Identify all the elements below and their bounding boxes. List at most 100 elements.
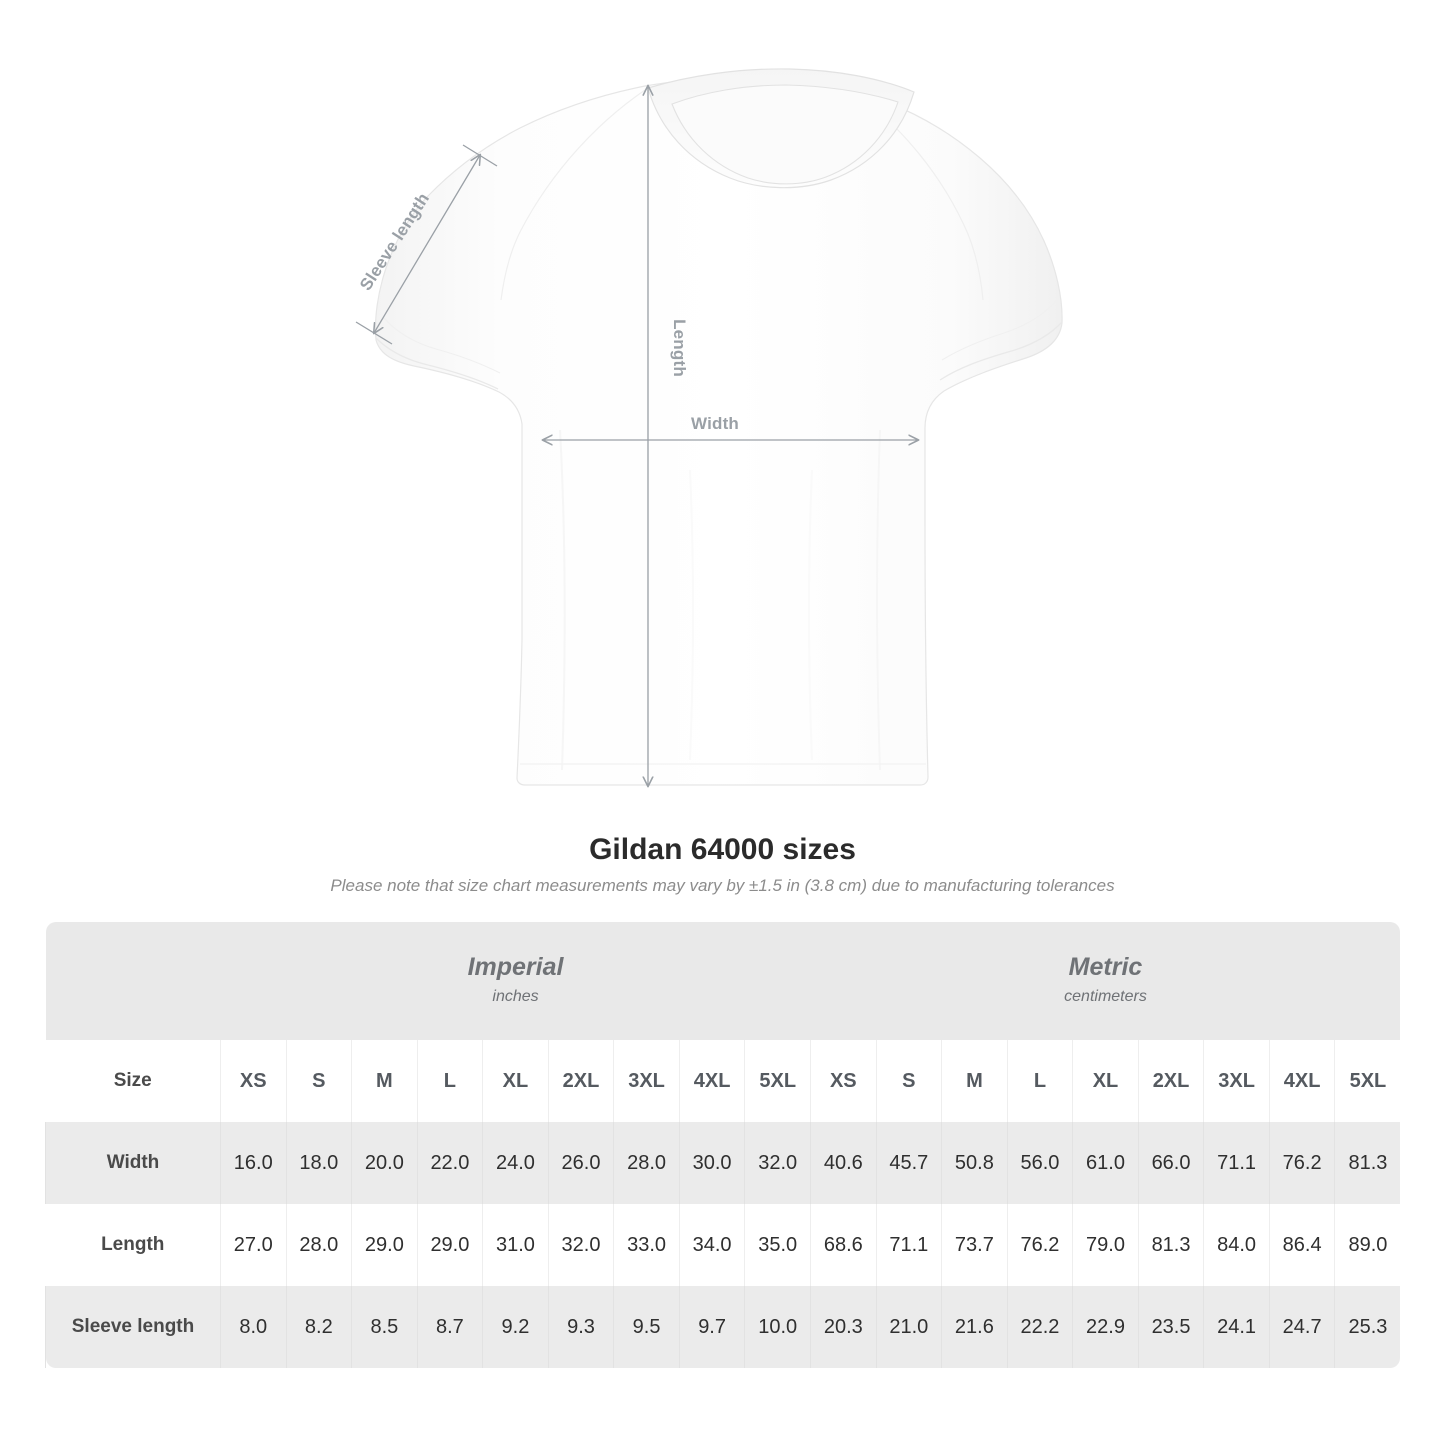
column-header: S xyxy=(285,1040,352,1122)
table-cell: 9.7 xyxy=(678,1286,745,1368)
table-cell: 27.0 xyxy=(220,1204,287,1286)
table-cell: 20.3 xyxy=(810,1286,877,1368)
column-header: 2XL xyxy=(547,1040,614,1122)
table-cell: 9.3 xyxy=(547,1286,614,1368)
tshirt-diagram: Sleeve length Length Width xyxy=(355,68,1063,830)
unit-band-spacer xyxy=(45,922,221,1040)
table-cell: 76.2 xyxy=(1268,1122,1335,1204)
tolerance-note: Please note that size chart measurements… xyxy=(330,876,1115,895)
table-cell: 76.2 xyxy=(1006,1204,1073,1286)
table-cell: 25.3 xyxy=(1334,1286,1401,1368)
table-cell: 79.0 xyxy=(1072,1204,1139,1286)
table-cell: 9.2 xyxy=(482,1286,549,1368)
column-header: M xyxy=(941,1040,1008,1122)
table-cell: 33.0 xyxy=(613,1204,680,1286)
column-header: XS xyxy=(810,1040,877,1122)
table-cell: 16.0 xyxy=(220,1122,287,1204)
table-cell: 73.7 xyxy=(941,1204,1008,1286)
dimension-arrows xyxy=(355,86,918,786)
table-cell: 34.0 xyxy=(678,1204,745,1286)
table-cell: 50.8 xyxy=(941,1122,1008,1204)
column-header: XL xyxy=(1072,1040,1139,1122)
column-header: 5XL xyxy=(1334,1040,1401,1122)
table-cell: 68.6 xyxy=(810,1204,877,1286)
column-header: 2XL xyxy=(1137,1040,1204,1122)
table-cell: 81.3 xyxy=(1334,1122,1401,1204)
unit-group-metric: Metric centimeters xyxy=(810,922,1401,1040)
column-header: S xyxy=(875,1040,942,1122)
table-cell: 66.0 xyxy=(1137,1122,1204,1204)
table-cell: 26.0 xyxy=(547,1122,614,1204)
column-header: XL xyxy=(482,1040,549,1122)
table-cell: 71.1 xyxy=(1203,1122,1270,1204)
column-header: M xyxy=(351,1040,418,1122)
table-cell: 22.2 xyxy=(1006,1286,1073,1368)
table-row: Width 16.0 18.0 20.0 22.0 24.0 26.0 28.0… xyxy=(45,1122,1401,1204)
garment-shape xyxy=(374,68,1063,786)
header-size-label: Size xyxy=(45,1040,221,1122)
table-cell: 32.0 xyxy=(547,1204,614,1286)
table-cell: 31.0 xyxy=(482,1204,549,1286)
table-cell: 89.0 xyxy=(1334,1204,1401,1286)
table-cell: 8.7 xyxy=(416,1286,483,1368)
tshirt-illustration xyxy=(355,68,1063,830)
sleeve-tick-top xyxy=(462,144,498,167)
sleeve-arrow xyxy=(374,155,480,333)
table-cell: 24.0 xyxy=(482,1122,549,1204)
table-cell: 24.7 xyxy=(1268,1286,1335,1368)
table-cell: 28.0 xyxy=(613,1122,680,1204)
table-cell: 24.1 xyxy=(1203,1286,1270,1368)
table-cell: 71.1 xyxy=(875,1204,942,1286)
sleeve-tick-bottom xyxy=(355,321,393,345)
column-header: 3XL xyxy=(1203,1040,1270,1122)
table-cell: 28.0 xyxy=(285,1204,352,1286)
column-header: L xyxy=(416,1040,483,1122)
table-cell: 10.0 xyxy=(744,1286,811,1368)
unit-group-imperial-sub: inches xyxy=(492,988,539,1005)
column-header: 3XL xyxy=(613,1040,680,1122)
table-row: Length 27.0 28.0 29.0 29.0 31.0 32.0 33.… xyxy=(45,1204,1401,1286)
row-header-width: Width xyxy=(45,1122,221,1204)
table-cell: 22.9 xyxy=(1072,1286,1139,1368)
table-cell: 86.4 xyxy=(1268,1204,1335,1286)
table-cell: 20.0 xyxy=(351,1122,418,1204)
row-header-length: Length xyxy=(45,1204,221,1286)
table-cell: 21.6 xyxy=(941,1286,1008,1368)
unit-group-metric-sub: centimeters xyxy=(1064,988,1147,1005)
table-cell: 35.0 xyxy=(744,1204,811,1286)
table-cell: 32.0 xyxy=(744,1122,811,1204)
table-header-row: Size XS S M L XL 2XL 3XL 4XL 5XL XS S M … xyxy=(45,1040,1401,1122)
length-label: Length xyxy=(670,319,689,377)
table-cell: 84.0 xyxy=(1203,1204,1270,1286)
table-row: Sleeve length 8.0 8.2 8.5 8.7 9.2 9.3 9.… xyxy=(45,1286,1401,1368)
table-cell: 81.3 xyxy=(1137,1204,1204,1286)
column-header: L xyxy=(1006,1040,1073,1122)
unit-group-imperial-name: Imperial xyxy=(467,953,564,981)
width-label: Width xyxy=(690,414,740,433)
unit-group-metric-name: Metric xyxy=(1068,953,1143,981)
unit-group-imperial: Imperial inches xyxy=(220,922,811,1040)
column-header: 5XL xyxy=(744,1040,811,1122)
table-cell: 40.6 xyxy=(810,1122,877,1204)
table-cell: 21.0 xyxy=(875,1286,942,1368)
size-chart-table: Imperial inches Metric centimeters Size … xyxy=(45,922,1401,1368)
table-cell: 8.5 xyxy=(351,1286,418,1368)
table-cell: 61.0 xyxy=(1072,1122,1139,1204)
table-cell: 9.5 xyxy=(613,1286,680,1368)
row-header-sleeve-length: Sleeve length xyxy=(45,1286,221,1368)
unit-band-row: Imperial inches Metric centimeters xyxy=(45,922,1401,1040)
column-header: 4XL xyxy=(1268,1040,1335,1122)
column-header: 4XL xyxy=(678,1040,745,1122)
table-cell: 56.0 xyxy=(1006,1122,1073,1204)
table-cell: 22.0 xyxy=(416,1122,483,1204)
table-cell: 45.7 xyxy=(875,1122,942,1204)
table-cell: 8.2 xyxy=(285,1286,352,1368)
size-chart-table-wrapper: Imperial inches Metric centimeters Size … xyxy=(45,922,1401,1368)
table-cell: 8.0 xyxy=(220,1286,287,1368)
table-cell: 29.0 xyxy=(416,1204,483,1286)
table-cell: 29.0 xyxy=(351,1204,418,1286)
page-title: Gildan 64000 sizes xyxy=(589,833,856,866)
column-header: XS xyxy=(220,1040,287,1122)
chart-heading: Gildan 64000 sizes Please note that size… xyxy=(0,830,1445,902)
table-cell: 30.0 xyxy=(678,1122,745,1204)
